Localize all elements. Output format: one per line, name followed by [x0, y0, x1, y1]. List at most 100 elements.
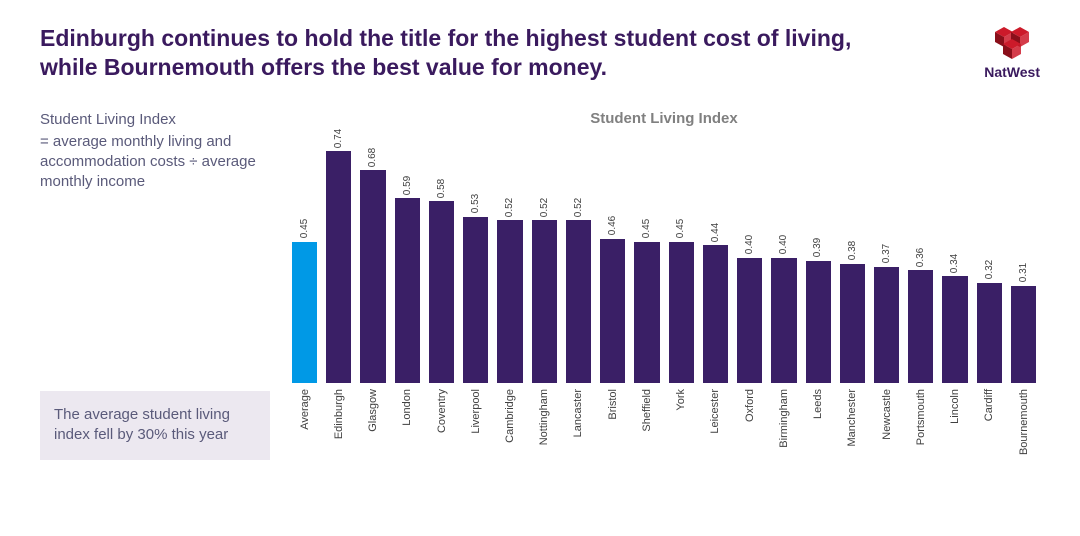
x-axis-label: York: [675, 389, 687, 411]
bar-lancaster: 0.52: [566, 133, 591, 383]
x-label-cell: Newcastle: [874, 389, 899, 467]
bar: [771, 258, 796, 383]
bar: [566, 220, 591, 383]
left-column: Student Living Index = average monthly l…: [40, 110, 270, 460]
footnote-box: The average student living index fell by…: [40, 391, 270, 460]
x-axis-labels: Average Edinburgh Glasgow London Coventry Liv…: [288, 389, 1040, 467]
bar-average: 0.45: [292, 133, 317, 383]
bar: [634, 242, 659, 383]
bar-value-label: 0.40: [744, 235, 755, 254]
bar: [429, 201, 454, 382]
x-axis-label: Bristol: [607, 389, 619, 420]
x-label-cell: Nottingham: [532, 389, 557, 467]
bar: [874, 267, 899, 383]
header: Edinburgh continues to hold the title fo…: [40, 24, 1040, 82]
bar-liverpool: 0.53: [463, 133, 488, 383]
x-label-cell: Edinburgh: [326, 389, 351, 467]
x-label-cell: Cambridge: [497, 389, 522, 467]
bar-birmingham: 0.40: [771, 133, 796, 383]
x-label-cell: Average: [292, 389, 317, 467]
bar: [326, 151, 351, 382]
bar-coventry: 0.58: [429, 133, 454, 383]
bar-value-label: 0.39: [813, 238, 824, 257]
bar: [360, 170, 385, 383]
bar-value-label: 0.46: [607, 216, 618, 235]
bar: [292, 242, 317, 383]
bar-value-label: 0.32: [984, 260, 995, 279]
x-axis-label: Newcastle: [881, 389, 893, 440]
bar-glasgow: 0.68: [360, 133, 385, 383]
x-axis-label: Liverpool: [470, 389, 482, 434]
x-axis-label: Lincoln: [949, 389, 961, 424]
x-label-cell: Lancaster: [566, 389, 591, 467]
x-axis-label: Birmingham: [778, 389, 790, 448]
x-axis-label: Portsmouth: [915, 389, 927, 445]
x-label-cell: Bournemouth: [1011, 389, 1036, 467]
bar: [497, 220, 522, 383]
bar-value-label: 0.45: [641, 219, 652, 238]
definition-head: Student Living Index: [40, 110, 270, 130]
bar-value-label: 0.68: [368, 147, 379, 166]
x-label-cell: London: [395, 389, 420, 467]
bar-value-label: 0.36: [915, 247, 926, 266]
bar-nottingham: 0.52: [532, 133, 557, 383]
x-axis-label: Coventry: [436, 389, 448, 433]
x-label-cell: Glasgow: [360, 389, 385, 467]
x-label-cell: Lincoln: [942, 389, 967, 467]
bar-york: 0.45: [669, 133, 694, 383]
x-axis-label: Sheffield: [641, 389, 653, 432]
bar-edinburgh: 0.74: [326, 133, 351, 383]
chart-area: Student Living Index 0.450.740.680.590.5…: [288, 110, 1040, 467]
bar: [977, 283, 1002, 383]
bar-sheffield: 0.45: [634, 133, 659, 383]
x-label-cell: Birmingham: [771, 389, 796, 467]
bar: [703, 245, 728, 383]
x-label-cell: York: [669, 389, 694, 467]
x-label-cell: Leeds: [806, 389, 831, 467]
bar-leicester: 0.44: [703, 133, 728, 383]
x-axis-label: Oxford: [744, 389, 756, 422]
index-definition: Student Living Index = average monthly l…: [40, 110, 270, 193]
bar: [737, 258, 762, 383]
natwest-logo-icon: [988, 18, 1036, 62]
bar-portsmouth: 0.36: [908, 133, 933, 383]
bar-bournemouth: 0.31: [1011, 133, 1036, 383]
bar-value-label: 0.31: [1018, 263, 1029, 282]
body: Student Living Index = average monthly l…: [40, 110, 1040, 467]
bar-value-label: 0.74: [333, 129, 344, 148]
bar-value-label: 0.52: [539, 197, 550, 216]
x-label-cell: Cardiff: [977, 389, 1002, 467]
bar: [395, 198, 420, 382]
x-label-cell: Oxford: [737, 389, 762, 467]
bar-cardiff: 0.32: [977, 133, 1002, 383]
bar-manchester: 0.38: [840, 133, 865, 383]
bar: [600, 239, 625, 383]
bar-value-label: 0.52: [573, 197, 584, 216]
bar: [806, 261, 831, 383]
page-title: Edinburgh continues to hold the title fo…: [40, 24, 910, 82]
bar: [463, 217, 488, 383]
bar-cambridge: 0.52: [497, 133, 522, 383]
bar-value-label: 0.37: [881, 244, 892, 263]
bar-value-label: 0.53: [470, 194, 481, 213]
bar-value-label: 0.40: [778, 235, 789, 254]
bar-value-label: 0.59: [402, 175, 413, 194]
bar: [1011, 286, 1036, 383]
bar: [669, 242, 694, 383]
bar: [840, 264, 865, 383]
x-axis-label: Manchester: [846, 389, 858, 446]
natwest-logo: NatWest: [984, 18, 1040, 80]
x-label-cell: Portsmouth: [908, 389, 933, 467]
x-axis-label: Leicester: [709, 389, 721, 434]
x-axis-label: Average: [299, 389, 311, 430]
bar: [942, 276, 967, 382]
definition-body: = average monthly living and accommodati…: [40, 132, 270, 193]
x-axis-label: Nottingham: [538, 389, 550, 445]
natwest-logo-label: NatWest: [984, 64, 1040, 80]
bar-lincoln: 0.34: [942, 133, 967, 383]
x-label-cell: Coventry: [429, 389, 454, 467]
x-axis-label: London: [401, 389, 413, 426]
bar-value-label: 0.45: [299, 219, 310, 238]
x-axis-label: Glasgow: [367, 389, 379, 432]
x-label-cell: Liverpool: [463, 389, 488, 467]
